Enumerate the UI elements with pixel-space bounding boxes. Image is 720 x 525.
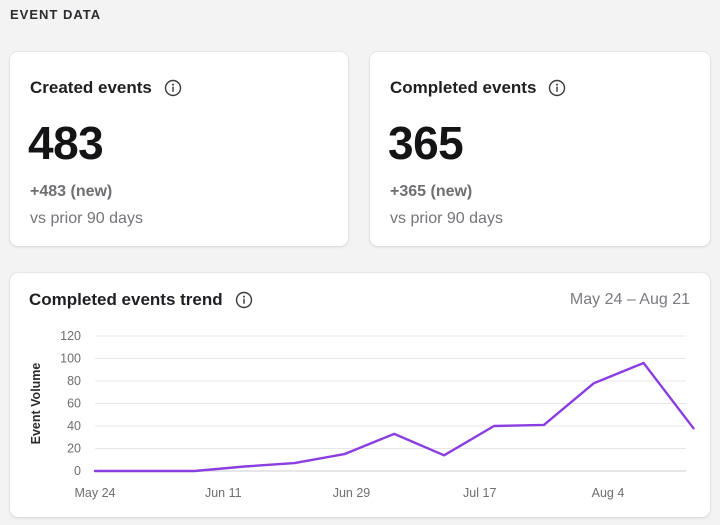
y-tick-label: 100 [60,352,81,366]
data-point[interactable] [691,426,695,430]
y-axis-title: Event Volume [29,363,43,445]
data-point[interactable] [243,465,247,469]
data-point[interactable] [342,452,346,456]
data-point[interactable] [93,469,97,473]
y-tick-label: 40 [67,419,81,433]
x-tick-label: Jun 11 [205,486,242,500]
section-title: EVENT DATA [10,7,102,22]
y-tick-label: 0 [74,464,81,478]
completed-events-trend-card: Completed events trend May 24 – Aug 21 0… [10,273,710,517]
info-icon[interactable] [164,79,182,97]
data-point[interactable] [292,461,296,465]
created-events-delta: +483 (new) [30,183,113,200]
y-tick-label: 120 [60,329,81,343]
data-point[interactable] [642,361,646,365]
x-tick-label: May 24 [75,486,116,500]
created-events-card: Created events 483 +483 (new) vs prior 9… [10,52,348,246]
data-point[interactable] [492,424,496,428]
y-tick-label: 80 [67,374,81,388]
trend-title: Completed events trend [29,290,223,309]
info-icon[interactable] [235,291,253,309]
completed-events-card: Completed events 365 +365 (new) vs prior… [370,52,710,246]
data-point[interactable] [542,423,546,427]
data-point[interactable] [193,469,197,473]
trend-heading: Completed events trend [29,290,253,310]
y-tick-label: 60 [67,397,81,411]
series-line [93,361,695,473]
created-events-heading: Created events [30,78,182,98]
data-point[interactable] [392,432,396,436]
x-tick-label: Jun 29 [333,486,371,500]
data-point[interactable] [592,381,596,385]
completed-events-value: 365 [388,117,464,169]
completed-events-comparison: vs prior 90 days [390,210,503,227]
x-tick-label: Jul 17 [463,486,496,500]
data-point[interactable] [442,453,446,457]
completed-events-heading: Completed events [390,78,566,98]
data-point[interactable] [143,469,147,473]
y-tick-label: 20 [67,442,81,456]
created-events-title: Created events [30,78,152,97]
created-events-value: 483 [28,117,104,169]
created-events-comparison: vs prior 90 days [30,210,143,227]
completed-events-delta: +365 (new) [390,183,473,200]
info-icon[interactable] [548,79,566,97]
completed-events-title: Completed events [390,78,537,97]
x-tick-label: Aug 4 [592,486,625,500]
trend-date-range: May 24 – Aug 21 [569,291,690,308]
trend-line-chart: 0 20 40 60 80 100 120 Event Volume May 24 Jun 11 J… [29,329,695,500]
